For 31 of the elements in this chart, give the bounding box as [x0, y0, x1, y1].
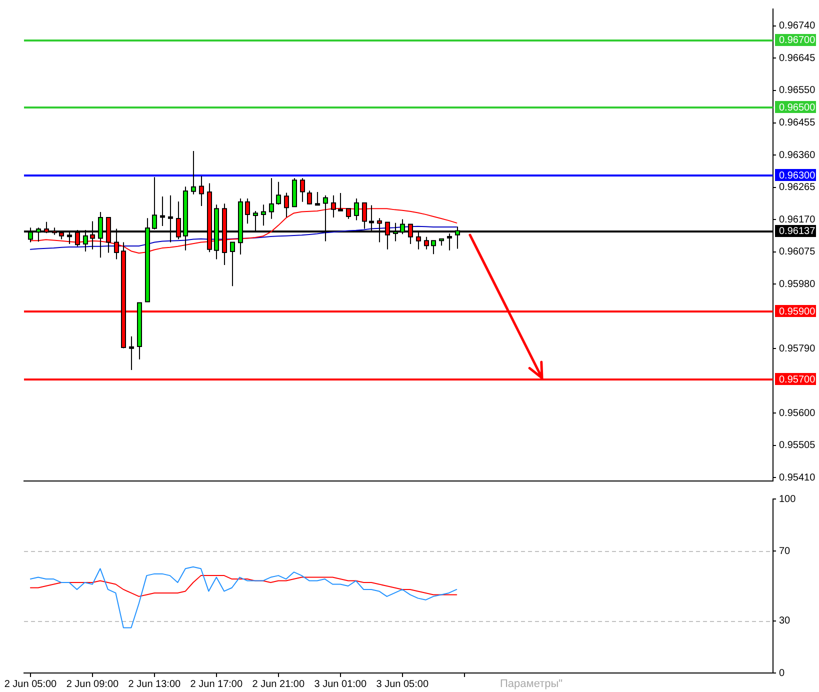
ref-line-label: 0.96137 [779, 226, 816, 237]
y-tick-label: 0.96265 [779, 182, 816, 194]
y-tick-label: 0.95980 [779, 278, 816, 290]
y-tick-label: 0.95410 [779, 472, 816, 484]
y-tick-label: 0.95505 [779, 440, 816, 452]
y-tick-label: 0.96550 [779, 85, 816, 96]
y-tick-label: 0.96360 [779, 150, 816, 161]
x-tick-label: 2 Jun 05:00 [4, 678, 58, 690]
x-tick-label: 3 Jun 01:00 [314, 678, 367, 690]
y-tick-label: 0.96170 [779, 214, 816, 226]
y-tick-label: 0 [779, 668, 785, 679]
y-tick-label: 70 [779, 546, 791, 557]
y-tick-label: 0.96455 [779, 118, 816, 129]
y-tick-label: 100 [779, 494, 796, 505]
x-tick-label: 2 Jun 17:00 [190, 678, 243, 690]
ref-line-label: 0.96500 [779, 102, 816, 114]
y-tick-label: 0.95600 [779, 408, 816, 419]
y-tick-label: 0.96740 [779, 20, 816, 32]
x-tick-label: 2 Jun 09:00 [66, 678, 120, 690]
text: Параметры" [500, 678, 563, 690]
y-tick-label: 30 [779, 616, 791, 627]
x-tick-label: 3 Jun 05:00 [376, 678, 429, 690]
y-tick-label: 0.95790 [779, 343, 816, 354]
x-tick-label: 2 Jun 21:00 [252, 678, 305, 690]
x-tick-label: 2 Jun 13:00 [128, 678, 181, 690]
ref-line-label: 0.96300 [779, 170, 816, 182]
ref-line-label: 0.96700 [779, 34, 816, 46]
y-tick-label: 0.96075 [779, 246, 816, 258]
ref-line-label: 0.95700 [779, 374, 816, 386]
y-tick-label: 0.96645 [779, 52, 816, 64]
ref-line-label: 0.95900 [779, 306, 816, 318]
